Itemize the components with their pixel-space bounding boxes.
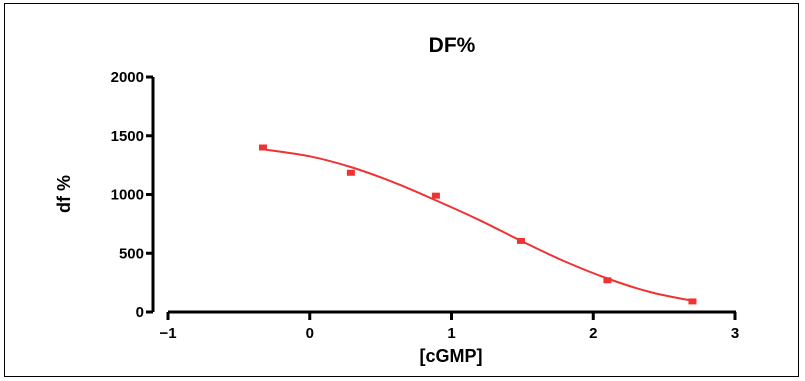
- data-point-0-4: [603, 277, 612, 284]
- data-point-0-3: [516, 237, 525, 244]
- x-tick-label-2: 1: [447, 325, 455, 342]
- fit-curve: [262, 148, 693, 302]
- y-tick-label-3: 1500: [111, 128, 144, 145]
- y-tick-label-2: 1000: [111, 187, 144, 204]
- data-point-0-5: [688, 298, 697, 305]
- chart-frame: [4, 3, 799, 377]
- x-tick-label-1: 0: [306, 325, 314, 342]
- y-tick-label-0: 0: [136, 304, 144, 321]
- fit-curve-layer: [262, 148, 693, 302]
- x-tick-label-4: 3: [731, 325, 739, 342]
- x-axis-title: [cGMP]: [420, 346, 483, 366]
- data-point-0-0: [258, 144, 267, 151]
- data-point-0-2: [431, 192, 440, 199]
- chart-title: DF%: [429, 34, 476, 57]
- data-point-0-1: [346, 169, 355, 176]
- x-tick-label-3: 2: [589, 325, 597, 342]
- ticks: 0 500 1000 1500 2000 −1 0 1 2 3: [111, 69, 740, 342]
- data-points-layer: [258, 144, 697, 305]
- axes: [151, 77, 736, 314]
- x-tick-label-0: −1: [159, 325, 176, 342]
- y-tick-label-4: 2000: [111, 69, 144, 86]
- y-tick-label-1: 500: [119, 245, 144, 262]
- y-axis-title: df %: [54, 175, 74, 213]
